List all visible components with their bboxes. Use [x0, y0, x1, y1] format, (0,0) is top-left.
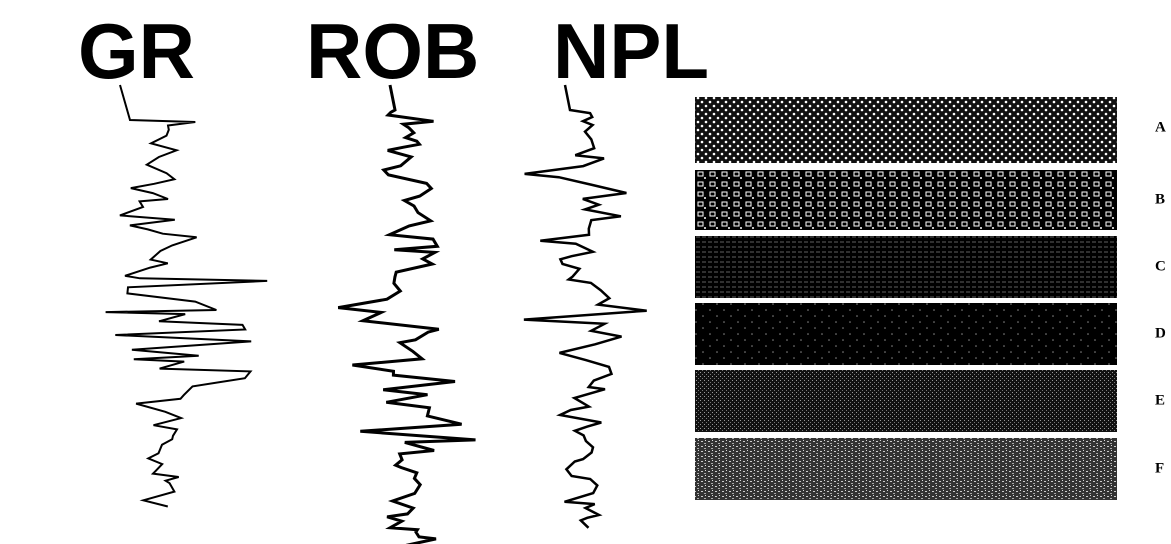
panel	[695, 170, 1117, 230]
curve-label: GR	[78, 7, 195, 95]
figure: GR ROB NPL A B C D E F	[0, 0, 1171, 544]
curve-label: NPL	[553, 7, 709, 95]
log-trace	[106, 85, 268, 507]
panel	[695, 438, 1117, 500]
page: GR ROB NPL A B C D E F (() => { const da…	[0, 0, 1171, 544]
log-trace	[524, 85, 647, 528]
panel	[695, 97, 1117, 163]
panel-label: C	[1155, 258, 1166, 274]
panel-label: B	[1155, 191, 1165, 207]
panel	[695, 236, 1117, 298]
texture-panels	[695, 97, 1117, 500]
panel	[695, 303, 1117, 365]
panel-label: E	[1155, 392, 1165, 408]
panel-label: A	[1155, 119, 1166, 135]
panel	[695, 370, 1117, 432]
log-curves	[106, 85, 647, 544]
panel-label: F	[1155, 460, 1164, 476]
panel-label: D	[1155, 325, 1166, 341]
log-trace	[338, 85, 475, 544]
curve-label: ROB	[306, 7, 479, 95]
